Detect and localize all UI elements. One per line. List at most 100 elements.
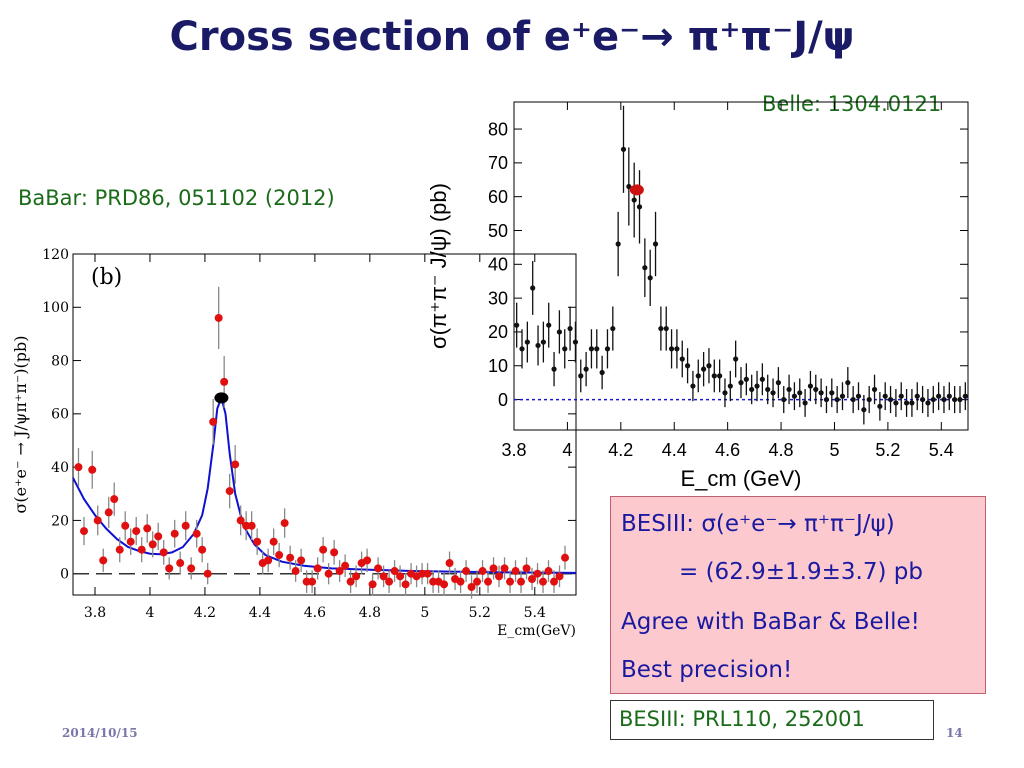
data-point xyxy=(104,508,113,517)
data-point xyxy=(390,567,399,576)
y-tick-label: 20 xyxy=(51,513,69,529)
data-point xyxy=(829,390,835,396)
data-point xyxy=(555,572,564,581)
data-point xyxy=(242,521,251,530)
data-point xyxy=(588,346,595,352)
besiii-point xyxy=(214,392,229,404)
data-point xyxy=(352,572,361,581)
data-point xyxy=(909,400,915,406)
data-point xyxy=(578,373,584,379)
data-point xyxy=(754,383,760,389)
x-tick-label: 4.2 xyxy=(608,440,633,460)
data-point xyxy=(561,553,570,562)
x-tick-label: 5.4 xyxy=(929,440,954,460)
data-point xyxy=(562,346,568,352)
data-point xyxy=(604,346,611,352)
babar-reference: BaBar: PRD86, 051102 (2012) xyxy=(18,186,335,210)
plot-frame xyxy=(72,253,577,596)
data-point xyxy=(898,393,904,399)
data-point xyxy=(148,540,157,549)
data-point xyxy=(839,393,846,399)
data-point xyxy=(743,376,749,382)
data-point xyxy=(717,373,723,379)
data-point xyxy=(620,146,627,152)
data-point xyxy=(866,396,872,403)
data-point xyxy=(313,564,322,573)
besiii-line-2: = (62.9±1.9±3.7) pb xyxy=(679,559,923,585)
data-point xyxy=(214,313,223,322)
data-point xyxy=(209,417,218,426)
data-point xyxy=(121,521,130,530)
belle-chart: 3.8 4 4.2 4.4 4.6 4.8 5 5.2 5.4 0 10 20 30 40 50 60 70 80… xyxy=(426,101,969,491)
data-point xyxy=(330,548,339,557)
data-point xyxy=(946,393,952,399)
data-point xyxy=(797,390,803,396)
x-axis-label: E_cm(GeV) xyxy=(497,623,576,639)
data-point xyxy=(280,519,289,528)
data-point xyxy=(834,396,840,403)
data-point xyxy=(871,386,878,393)
x-tick-label: 4.6 xyxy=(715,440,740,460)
data-point xyxy=(903,400,910,406)
data-point xyxy=(231,460,240,469)
data-point xyxy=(192,529,201,538)
data-point xyxy=(652,241,659,247)
data-point xyxy=(522,564,531,573)
data-point xyxy=(74,463,83,472)
besiii-result-box: BESIII: σ(e⁺e⁻→ π⁺π⁻J/ψ) = (62.9±1.9±3.7… xyxy=(610,496,986,694)
y-axis-label: σ(π⁺π⁻ J/ψ) (pb) xyxy=(426,183,451,349)
data-point xyxy=(374,564,383,573)
data-point xyxy=(401,580,410,589)
data-point xyxy=(269,537,278,546)
data-point xyxy=(423,569,432,578)
data-point xyxy=(540,339,546,345)
data-point xyxy=(297,556,306,565)
x-tick-label: 4.4 xyxy=(249,605,271,621)
y-tick-label: 30 xyxy=(488,288,508,308)
data-point xyxy=(346,577,355,586)
data-point xyxy=(220,377,229,386)
data-point xyxy=(500,564,509,573)
plot-frame xyxy=(513,101,969,431)
data-point xyxy=(484,577,493,586)
data-point xyxy=(845,380,851,386)
y-tick-label: 40 xyxy=(51,460,69,476)
data-point xyxy=(749,386,755,393)
x-tick-label: 5.2 xyxy=(875,440,900,460)
data-point xyxy=(341,561,350,570)
babar-chart: 3.8 4 4.2 4.4 4.6 4.8 5 5.2 5.4020406080100120(b… xyxy=(11,247,577,639)
data-point xyxy=(727,383,733,389)
y-tick-label: 120 xyxy=(42,247,69,263)
data-point xyxy=(642,265,648,271)
data-point xyxy=(187,564,196,573)
data-point xyxy=(914,393,920,399)
data-point xyxy=(319,545,328,554)
data-point xyxy=(583,366,589,372)
y-tick-label: 0 xyxy=(498,390,508,410)
x-tick-label: 5 xyxy=(420,605,429,621)
data-point xyxy=(877,403,883,409)
data-point xyxy=(807,383,814,389)
x-tick-label: 5 xyxy=(829,440,839,460)
x-tick-label: 5.2 xyxy=(469,605,491,621)
y-tick-label: 40 xyxy=(488,255,508,275)
data-point xyxy=(546,322,552,328)
data-point xyxy=(176,559,185,568)
data-point xyxy=(126,537,135,546)
data-point xyxy=(535,342,541,349)
data-point xyxy=(478,567,487,576)
belle-reference: Belle: 1304.0121 xyxy=(762,92,942,116)
data-point xyxy=(302,577,311,586)
x-tick-label: 4.6 xyxy=(304,605,326,621)
data-point xyxy=(850,396,856,403)
data-point xyxy=(456,577,465,586)
data-point xyxy=(203,569,212,578)
data-point xyxy=(626,183,632,190)
slide-date: 2014/10/15 xyxy=(62,726,138,740)
besiii-line-1: BESIII: σ(e⁺e⁻→ π⁺π⁻J/ψ) xyxy=(621,511,895,537)
data-point xyxy=(524,339,530,345)
y-tick-label: 0 xyxy=(60,567,69,583)
data-point xyxy=(440,580,449,589)
data-point xyxy=(368,580,377,589)
x-tick-label: 5.4 xyxy=(524,605,546,621)
